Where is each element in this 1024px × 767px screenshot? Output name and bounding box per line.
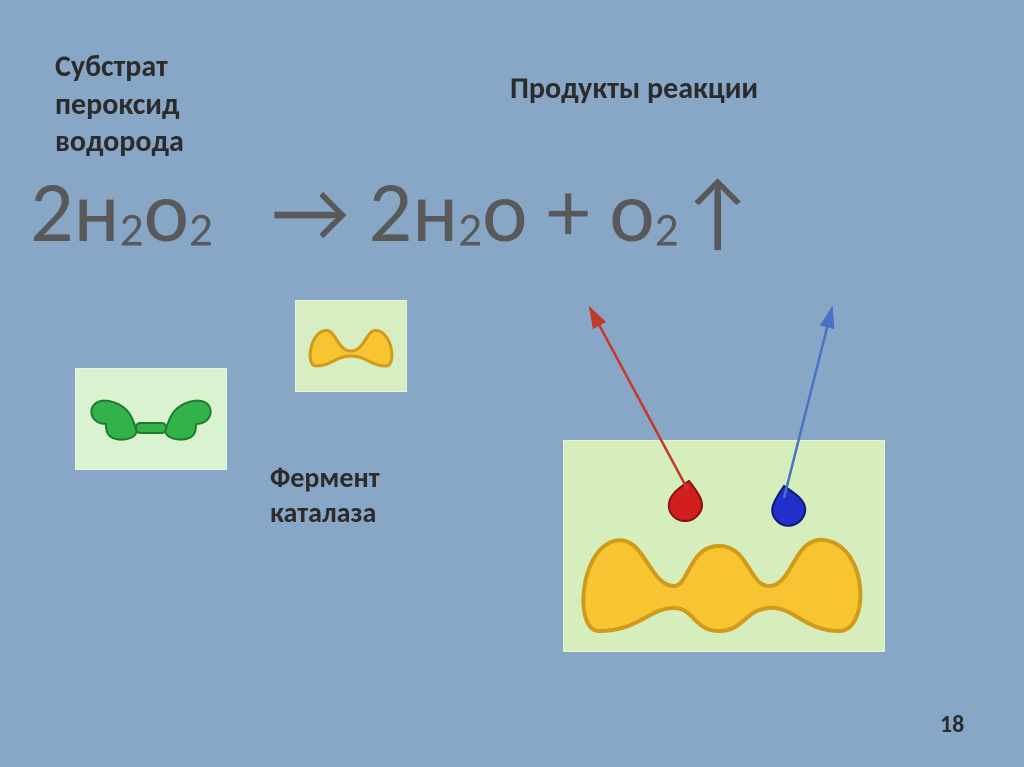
eq-sub-4: 2	[655, 201, 679, 259]
enzyme-large-shape-icon	[569, 446, 879, 646]
eq-sub-1: 2	[120, 201, 144, 259]
enzyme-label: Фермент каталаза	[270, 460, 380, 530]
substrate-label: Субстрат пероксид водорода	[55, 48, 184, 161]
eq-plus: +	[547, 160, 590, 265]
eq-up: ↑	[679, 160, 757, 265]
enzyme-small-image	[295, 300, 407, 392]
eq-o2: о	[482, 160, 527, 265]
eq-lhs-coeff: 2	[30, 160, 74, 265]
eq-o3: о	[609, 160, 654, 265]
substrate-image	[75, 368, 227, 470]
eq-sub-2: 2	[189, 201, 213, 259]
eq-o1: о	[144, 160, 189, 265]
products-label-text: Продукты реакции	[510, 70, 758, 107]
eq-sub-3: 2	[458, 201, 482, 259]
eq-h1: н	[74, 160, 120, 265]
substrate-label-line1: Субстрат	[55, 48, 168, 85]
enzyme-label-line2: каталаза	[270, 495, 376, 530]
enzyme-label-line1: Фермент	[270, 460, 380, 495]
substrate-label-line3: водорода	[55, 123, 184, 160]
substrate-label-line2: пероксид	[55, 86, 179, 123]
eq-h2: н	[412, 160, 458, 265]
substrate-shape-icon	[81, 379, 221, 459]
slide: Субстрат пероксид водорода Продукты реак…	[0, 0, 1024, 767]
enzyme-small-shape-icon	[301, 311, 401, 381]
eq-arrow: →	[271, 160, 349, 265]
eq-rhs-coeff: 2	[369, 160, 413, 265]
products-label: Продукты реакции	[510, 70, 758, 108]
page-number: 18	[940, 710, 964, 739]
equation: 2н2о2 → 2н2о + о2↑	[30, 160, 756, 265]
enzyme-large-image	[563, 440, 885, 652]
